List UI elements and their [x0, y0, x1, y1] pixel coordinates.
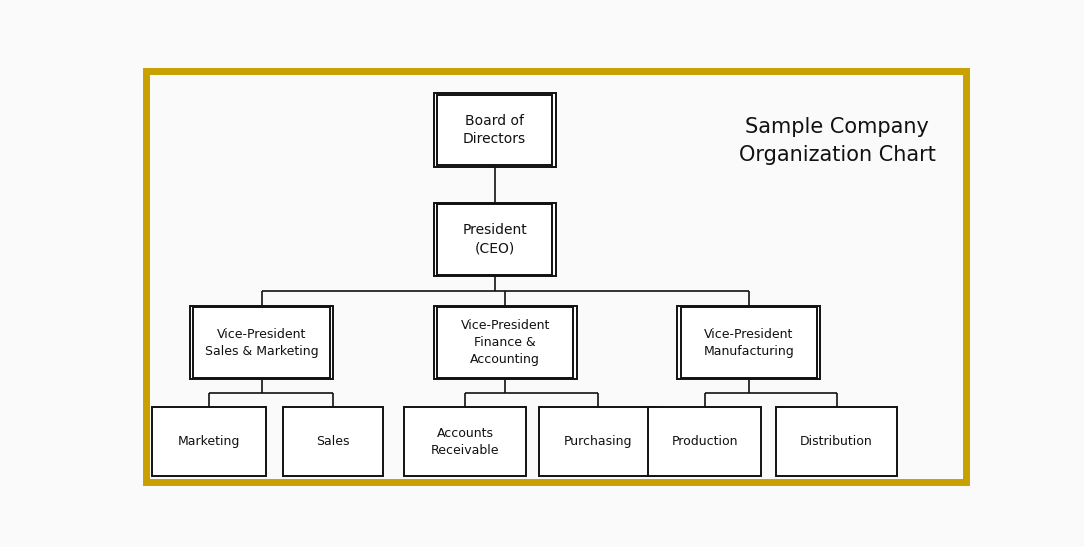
Text: Vice-President
Finance &
Accounting: Vice-President Finance & Accounting [461, 319, 550, 366]
FancyBboxPatch shape [437, 204, 552, 275]
Text: Distribution: Distribution [800, 435, 873, 448]
FancyBboxPatch shape [283, 407, 384, 476]
Text: Sample Company
Organization Chart: Sample Company Organization Chart [738, 118, 935, 165]
FancyBboxPatch shape [404, 407, 526, 476]
Text: Board of
Directors: Board of Directors [463, 114, 526, 146]
Text: President
(CEO): President (CEO) [462, 223, 527, 255]
FancyBboxPatch shape [434, 202, 555, 276]
FancyBboxPatch shape [648, 407, 761, 476]
Text: Purchasing: Purchasing [564, 435, 632, 448]
FancyBboxPatch shape [437, 307, 573, 378]
FancyBboxPatch shape [437, 95, 552, 165]
FancyBboxPatch shape [434, 306, 577, 380]
FancyBboxPatch shape [193, 307, 330, 378]
FancyBboxPatch shape [152, 407, 266, 476]
Text: Production: Production [671, 435, 738, 448]
Text: Vice-President
Manufacturing: Vice-President Manufacturing [704, 328, 795, 358]
FancyBboxPatch shape [678, 306, 821, 380]
FancyBboxPatch shape [434, 93, 555, 167]
FancyBboxPatch shape [776, 407, 898, 476]
Text: Sales: Sales [317, 435, 350, 448]
Text: Accounts
Receivable: Accounts Receivable [431, 427, 500, 457]
FancyBboxPatch shape [681, 307, 817, 378]
Text: Vice-President
Sales & Marketing: Vice-President Sales & Marketing [205, 328, 319, 358]
Text: Marketing: Marketing [178, 435, 241, 448]
FancyBboxPatch shape [190, 306, 333, 380]
FancyBboxPatch shape [539, 407, 656, 476]
